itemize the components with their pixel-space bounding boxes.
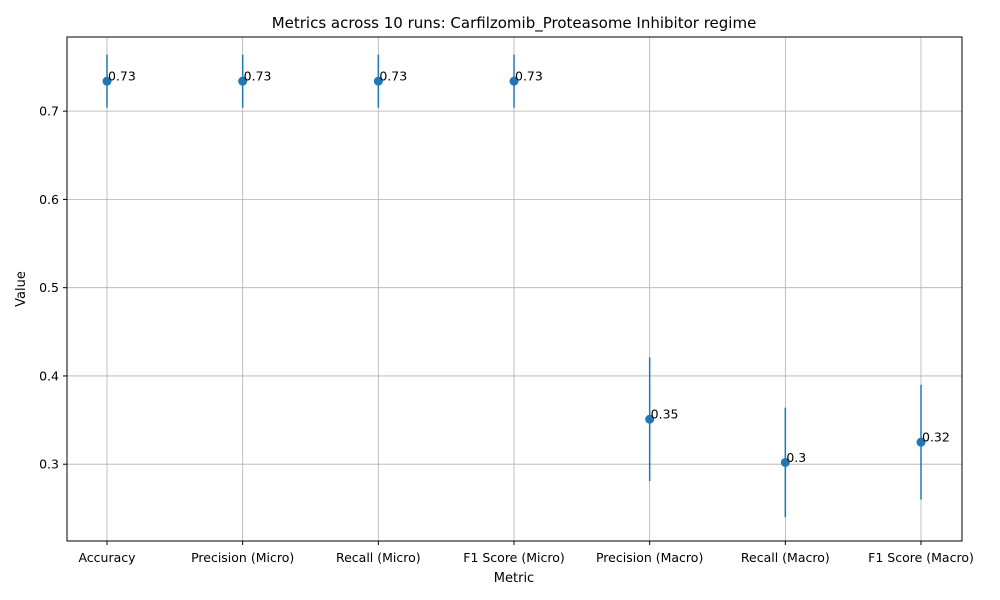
x-axis-label: Metric (494, 571, 534, 586)
data-point (916, 437, 926, 447)
data-label: 0.3 (786, 450, 806, 465)
chart-title: Metrics across 10 runs: Carfilzomib_Prot… (272, 14, 757, 33)
data-point (509, 76, 519, 86)
data-label: 0.73 (515, 69, 543, 84)
data-label: 0.73 (244, 69, 272, 84)
y-tick-label: 0.5 (39, 280, 59, 295)
ticks-layer: Accuracy Precision (Micro) Recall (Micro) F… (39, 104, 974, 565)
grid-layer (67, 37, 962, 541)
data-label: 0.73 (108, 69, 136, 84)
y-axis-label: Value (14, 271, 29, 307)
data-point (373, 76, 383, 86)
data-label: 0.32 (922, 430, 950, 445)
data-point (238, 76, 248, 86)
data-label: 0.73 (379, 69, 407, 84)
y-tick-label: 0.6 (39, 192, 59, 207)
x-tick-label: Precision (Micro) (191, 550, 294, 565)
plot-frame (66, 36, 963, 542)
data-label: 0.35 (651, 407, 679, 422)
data-point (645, 414, 655, 424)
data-point (780, 457, 790, 467)
x-tick-label: Recall (Micro) (336, 550, 421, 565)
x-tick-label: F1 Score (Micro) (463, 550, 565, 565)
y-tick-label: 0.7 (39, 104, 59, 119)
marks-layer: 0.73 0.73 0.73 0.73 0.35 0.3 0.32 (102, 54, 950, 518)
x-tick-label: Recall (Macro) (741, 550, 830, 565)
y-tick-label: 0.3 (39, 457, 59, 472)
x-tick-label: F1 Score (Macro) (868, 550, 974, 565)
y-tick-label: 0.4 (39, 368, 59, 383)
x-tick-label: Accuracy (78, 550, 136, 565)
data-point (102, 76, 112, 86)
x-tick-label: Precision (Macro) (596, 550, 703, 565)
